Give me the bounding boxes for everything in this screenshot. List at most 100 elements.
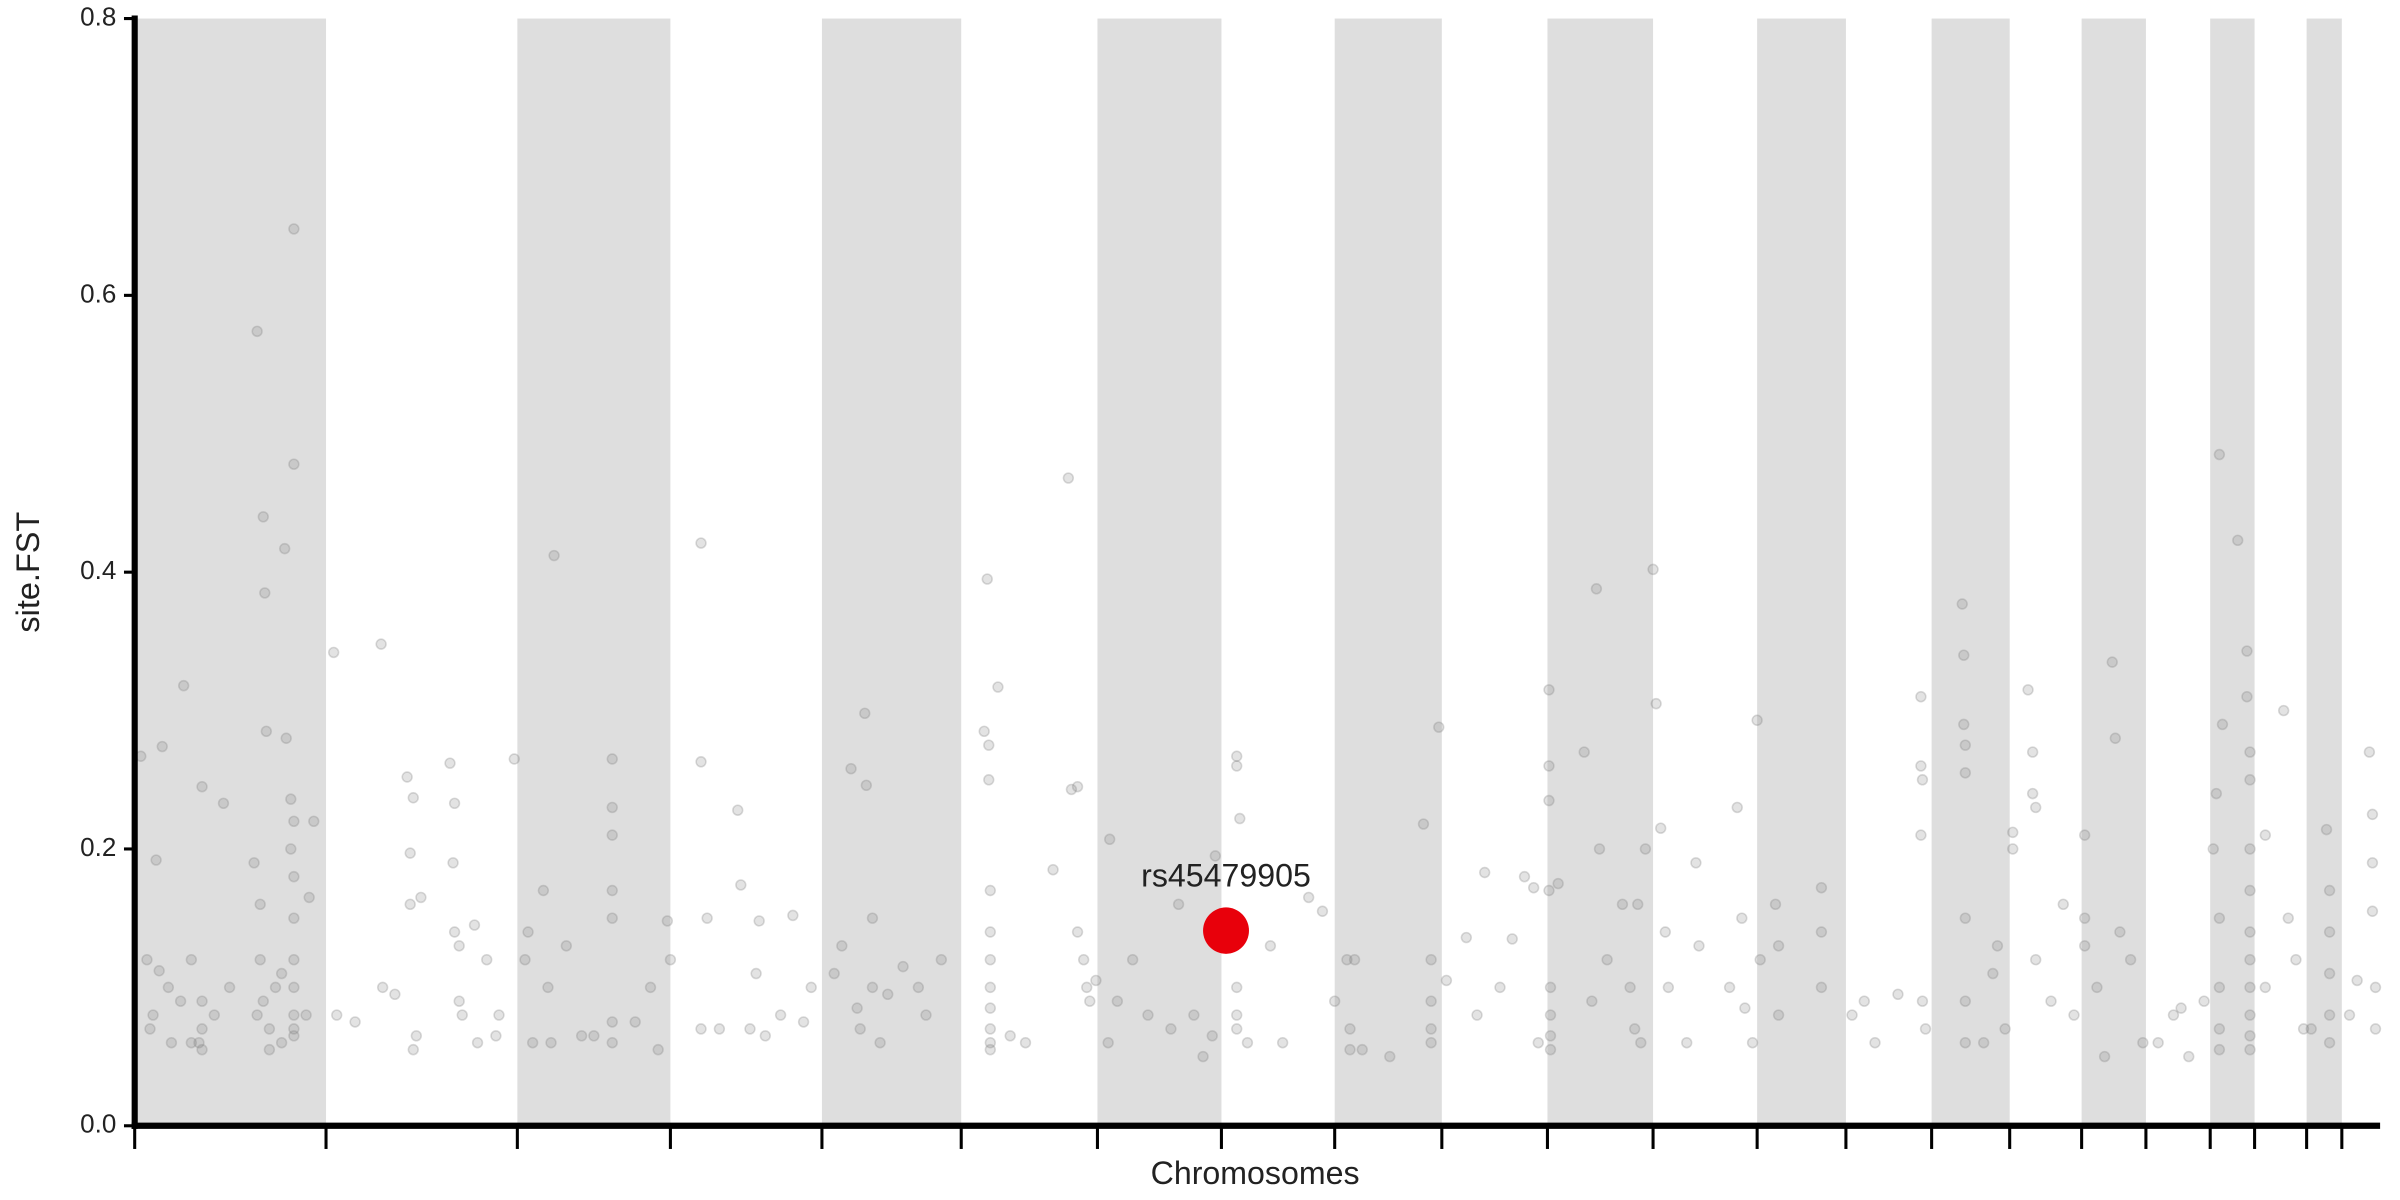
snp-point	[471, 1037, 484, 1049]
snp-point	[981, 573, 993, 585]
snp-point	[1991, 940, 2004, 952]
snp-point	[1197, 1050, 1209, 1063]
snp-point	[410, 1030, 422, 1042]
snp-point	[2244, 981, 2256, 994]
snp-point	[695, 1023, 707, 1035]
snp-point	[2098, 1050, 2111, 1063]
snp-point	[1754, 953, 1766, 966]
snp-point	[753, 915, 765, 927]
snp-point	[1892, 988, 1904, 1001]
snp-point	[481, 953, 493, 966]
snp-point	[984, 1002, 996, 1014]
snp-point	[1417, 818, 1430, 830]
snp-point	[735, 879, 747, 891]
snp-point	[797, 1016, 810, 1028]
snp-point	[1959, 1037, 1971, 1049]
snp-point	[263, 1023, 276, 1035]
snp-point	[2183, 1050, 2195, 1063]
chromosome-band	[134, 18, 327, 1126]
snp-point	[526, 1037, 539, 1049]
snp-point	[1206, 1030, 1218, 1042]
snp-point	[444, 757, 456, 769]
snp-point	[2030, 953, 2042, 966]
snp-point	[275, 967, 288, 980]
snp-point	[1616, 898, 1629, 911]
snp-point	[1959, 739, 1971, 751]
snp-point	[2007, 843, 2019, 855]
snp-point	[144, 1023, 156, 1035]
snp-point	[828, 967, 840, 980]
snp-point	[2124, 953, 2137, 966]
snp-point	[1815, 981, 1828, 994]
snp-point	[1209, 850, 1221, 862]
snp-point	[468, 919, 481, 931]
snp-point	[162, 981, 175, 994]
snp-point	[661, 915, 674, 927]
chromosome-band	[1334, 18, 1442, 1126]
snp-point	[984, 981, 996, 994]
chromosome-band	[1931, 18, 2010, 1126]
snp-point	[2213, 1043, 2226, 1056]
snp-point	[2343, 1009, 2356, 1021]
snp-point	[1276, 1037, 1289, 1049]
snp-point	[196, 1023, 208, 1035]
snp-point	[1062, 472, 1075, 484]
snp-point	[254, 953, 266, 966]
snp-point	[652, 1043, 664, 1056]
snp-point	[859, 707, 871, 720]
snp-point	[575, 1030, 588, 1042]
snp-point	[759, 1030, 771, 1042]
snp-point	[2030, 801, 2042, 814]
snp-point	[1234, 812, 1246, 825]
snp-point	[1690, 857, 1702, 869]
snp-point	[1959, 912, 1971, 924]
snp-point	[389, 988, 401, 1001]
snp-point	[448, 926, 461, 938]
snp-point	[147, 1009, 159, 1021]
snp-point	[1987, 967, 1999, 980]
snp-point	[874, 1037, 886, 1049]
snp-point	[1090, 974, 1102, 987]
snp-point	[288, 953, 300, 966]
snp-point	[1543, 884, 1555, 897]
snp-point	[1543, 760, 1555, 772]
snp-point	[1165, 1023, 1177, 1035]
snp-point	[542, 981, 554, 994]
snp-point	[1815, 926, 1828, 938]
snp-point	[2244, 1030, 2256, 1042]
snp-point	[2244, 843, 2256, 855]
snp-point	[1772, 1009, 1785, 1021]
snp-point	[1241, 1037, 1254, 1049]
snp-point	[1544, 1009, 1557, 1021]
snp-point	[1142, 1009, 1154, 1021]
snp-point	[545, 1037, 557, 1049]
snp-point	[263, 1043, 276, 1056]
snp-point	[1494, 981, 1506, 994]
snp-point	[984, 884, 996, 897]
snp-point	[165, 1037, 178, 1049]
snp-point	[1329, 995, 1341, 1007]
snp-point	[1956, 598, 1968, 610]
snp-point	[774, 1009, 787, 1021]
snp-point	[2278, 704, 2290, 717]
snp-point	[2022, 684, 2034, 696]
snp-point	[2216, 718, 2229, 731]
snp-point	[1433, 721, 1445, 733]
snp-point	[174, 995, 187, 1007]
snp-point	[1772, 940, 1785, 952]
snp-point	[787, 909, 799, 922]
snp-point	[254, 898, 266, 911]
snp-point	[259, 587, 271, 599]
snp-point	[275, 1037, 288, 1049]
snp-point	[1659, 926, 1671, 938]
snp-point	[269, 981, 282, 994]
y-tick-label: 0.6	[80, 278, 116, 308]
snp-point	[606, 829, 618, 841]
snp-point	[308, 815, 320, 828]
snp-point	[1919, 1023, 1932, 1035]
snp-point	[860, 779, 872, 792]
snp-point	[2007, 826, 2019, 839]
snp-point	[866, 912, 879, 924]
snp-point	[248, 857, 260, 869]
snp-point	[2207, 843, 2219, 855]
